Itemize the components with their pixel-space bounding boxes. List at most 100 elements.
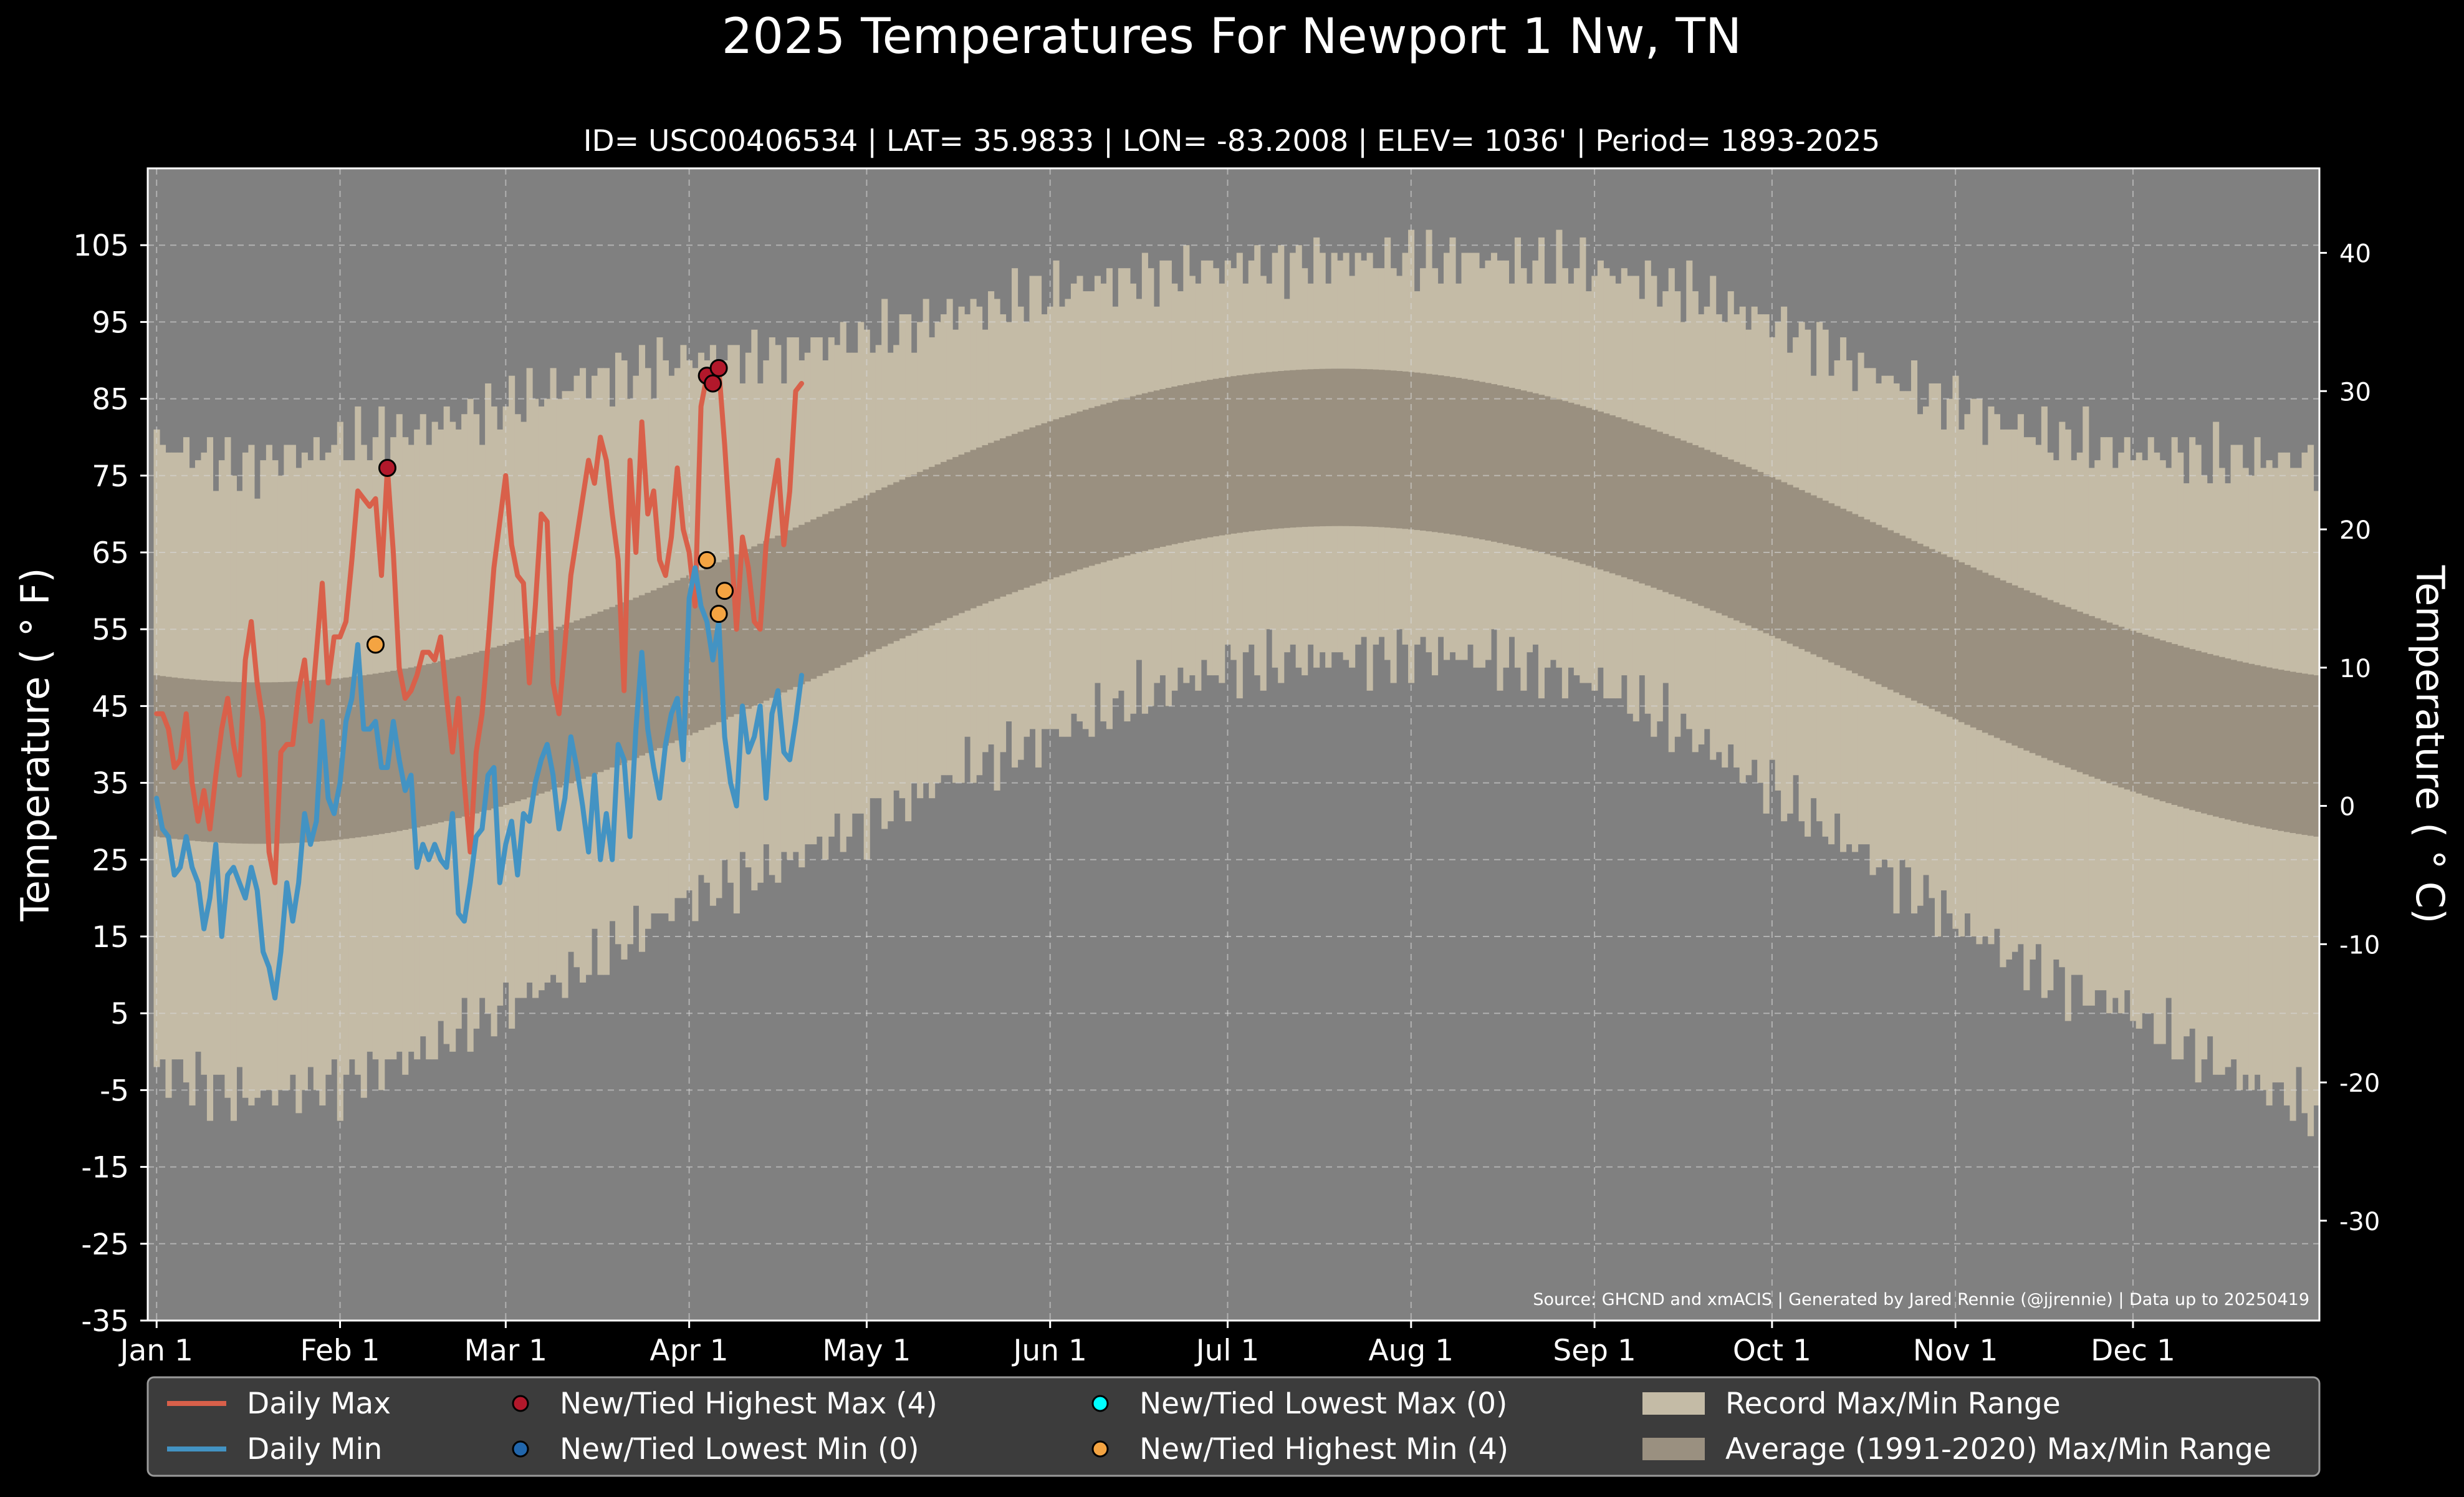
normal-range-bar <box>580 618 587 779</box>
normal-range-bar <box>461 655 468 817</box>
normal-range-bar <box>763 541 770 701</box>
normal-range-bar <box>633 597 640 758</box>
normal-range-bar <box>846 503 853 663</box>
normal-range-bar <box>1692 445 1699 604</box>
normal-range-bar <box>674 580 681 741</box>
normal-range-bar <box>414 666 421 828</box>
normal-range-bar <box>1580 406 1586 564</box>
legend-swatch-patch <box>1642 1392 1705 1415</box>
legend-label: New/Tied Lowest Min (0) <box>560 1432 919 1466</box>
normal-range-bar <box>1070 413 1078 572</box>
normal-range-bar <box>2000 580 2006 741</box>
normal-range-bar <box>1603 413 1610 572</box>
normal-range-bar <box>970 450 977 609</box>
normal-range-bar <box>1568 402 1575 561</box>
x-tick-label: Apr 1 <box>650 1334 729 1368</box>
normal-range-bar <box>1698 447 1705 606</box>
normal-range-bar <box>792 527 799 687</box>
normal-range-bar <box>1396 371 1403 529</box>
y-tick-label: 25 <box>92 844 129 878</box>
normal-range-bar <box>994 440 1000 599</box>
normal-range-bar <box>1615 417 1622 575</box>
y-right-tick-label: 0 <box>2339 793 2355 822</box>
normal-range-bar <box>1141 393 1148 551</box>
normal-range-bar <box>1757 471 1764 631</box>
normal-range-bar <box>1354 368 1361 527</box>
normal-range-bar <box>2094 618 2101 779</box>
normal-range-bar <box>591 614 598 775</box>
y-tick-label: 5 <box>110 997 129 1031</box>
normal-range-bar <box>1876 524 1882 685</box>
normal-range-bar <box>1621 419 1627 577</box>
normal-range-bar <box>1283 370 1290 528</box>
normal-range-bar <box>911 474 918 633</box>
normal-range-bar <box>2301 673 2308 835</box>
x-tick-label: Oct 1 <box>1733 1334 1811 1368</box>
normal-range-bar <box>1662 433 1669 592</box>
normal-range-bar <box>822 514 829 673</box>
normal-range-bar <box>721 559 728 720</box>
normal-range-bar <box>1426 373 1432 532</box>
x-tick-label: Jul 1 <box>1194 1334 1260 1368</box>
normal-range-bar <box>2005 582 2012 743</box>
normal-range-bar <box>1632 423 1639 582</box>
normal-range-bar <box>1100 404 1107 562</box>
normal-range-bar <box>1982 572 1988 733</box>
y-right-tick-label: 30 <box>2339 378 2371 407</box>
normal-range-bar <box>1278 371 1285 529</box>
normal-range-bar <box>1597 412 1604 570</box>
highest-min-marker <box>716 582 734 600</box>
normal-range-bar <box>289 681 296 844</box>
normal-range-bar <box>1266 372 1273 530</box>
y-tick-label: 45 <box>92 690 129 724</box>
normal-range-bar <box>2242 662 2249 824</box>
normal-range-bar <box>2201 652 2208 814</box>
normal-range-bar <box>645 592 651 753</box>
normal-range-bar <box>224 681 231 844</box>
normal-range-bar <box>1751 469 1758 628</box>
normal-range-bar <box>2059 604 2066 766</box>
normal-range-bar <box>2183 647 2190 809</box>
legend-box <box>146 1376 2321 1477</box>
normal-range-bar <box>775 536 782 695</box>
normal-range-bar <box>1455 378 1462 536</box>
normal-range-bar <box>1177 385 1184 543</box>
normal-range-bar <box>254 682 261 844</box>
normal-range-bar <box>2035 595 2042 756</box>
normal-range-bar <box>1000 438 1007 597</box>
normal-range-bar <box>1739 464 1746 623</box>
normal-range-bar <box>331 678 338 840</box>
chart-subtitle: ID= USC00406534 | LAT= 35.9833 | LON= -8… <box>583 124 1881 158</box>
normal-range-bar <box>1822 500 1829 660</box>
normal-range-bar <box>2207 653 2213 816</box>
legend-label: Daily Max <box>247 1387 391 1421</box>
normal-range-bar <box>313 680 320 842</box>
normal-range-bar <box>1236 375 1243 533</box>
normal-range-bar <box>325 679 332 841</box>
normal-range-bar <box>2106 622 2113 784</box>
normal-range-bar <box>2248 663 2255 826</box>
normal-range-bar <box>1207 380 1214 537</box>
normal-range-bar <box>159 676 166 838</box>
y-right-tick-label: 20 <box>2339 516 2371 545</box>
normal-range-bar <box>1910 541 1918 701</box>
normal-range-bar <box>2124 628 2131 790</box>
normal-range-bar <box>2171 643 2178 806</box>
y-tick-label: -35 <box>81 1304 129 1339</box>
normal-range-bar <box>769 538 775 698</box>
legend-label: New/Tied Highest Max (4) <box>560 1387 937 1421</box>
normal-range-bar <box>1940 554 1947 715</box>
normal-range-bar <box>272 682 279 844</box>
normal-range-bar <box>1224 377 1231 535</box>
x-tick-label: Jan 1 <box>118 1334 193 1368</box>
normal-range-bar <box>1230 376 1237 534</box>
normal-range-bar <box>1432 374 1439 532</box>
normal-range-bar <box>1165 388 1172 546</box>
normal-range-bar <box>1893 532 1900 693</box>
x-tick-label: May 1 <box>822 1334 911 1368</box>
normal-range-bar <box>1017 431 1024 590</box>
normal-range-bar <box>1088 408 1095 566</box>
normal-range-bar <box>2278 670 2284 831</box>
normal-range-bar <box>816 516 823 676</box>
normal-range-bar <box>218 681 226 843</box>
